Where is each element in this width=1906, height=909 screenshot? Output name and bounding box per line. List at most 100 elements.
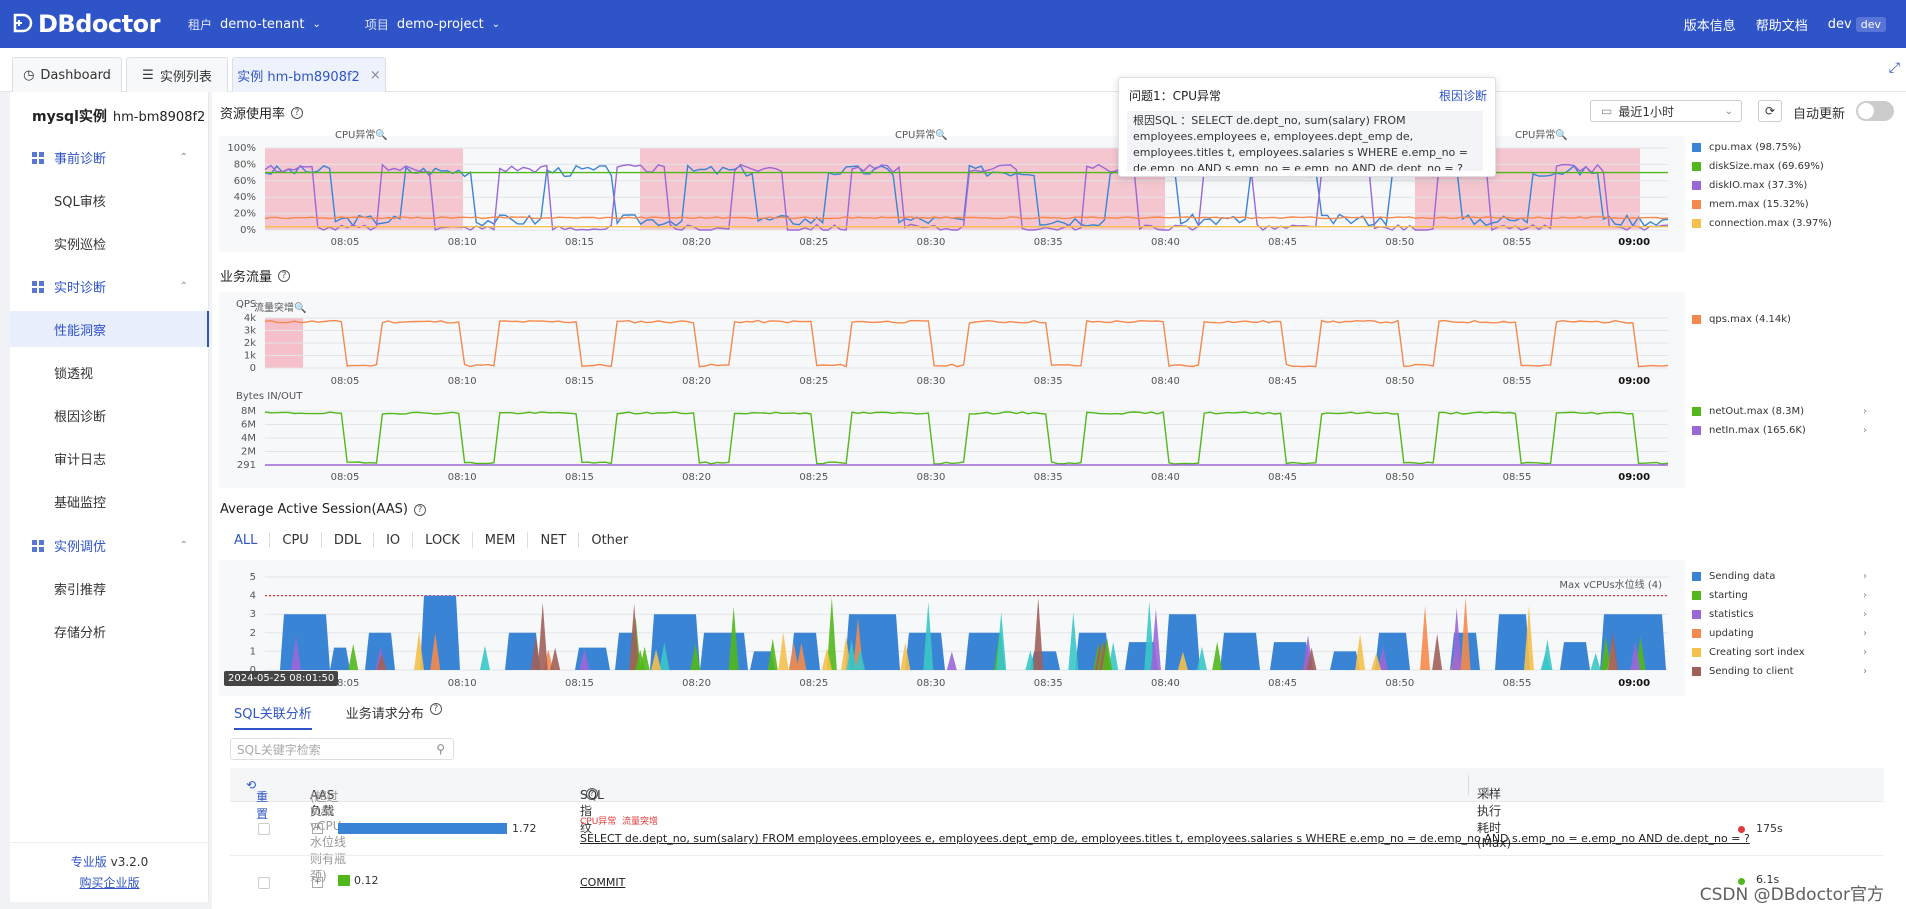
timestamp-badge: 2024-05-25 08:01:50 bbox=[224, 671, 339, 686]
table-row[interactable]: + 1.72 CPU异常 流量突增 SELECT de.dept_no, sum… bbox=[230, 802, 1884, 856]
version-label: v3.2.0 bbox=[110, 855, 149, 869]
logo-icon bbox=[13, 13, 33, 33]
sql-search-input[interactable]: SQL关键字检索 ⚲ bbox=[230, 738, 454, 760]
sidebar-item-index[interactable]: 索引推荐 bbox=[10, 570, 209, 606]
edition-label: 专业版 bbox=[70, 855, 107, 869]
grid-icon bbox=[32, 151, 44, 164]
help-icon[interactable]: ? bbox=[429, 703, 442, 715]
legend-item-diskio[interactable]: diskIO.max (37.3%) bbox=[1692, 176, 1867, 195]
sql-fingerprint-link[interactable]: COMMIT bbox=[580, 876, 626, 889]
group-label: 实例调优 bbox=[54, 540, 107, 555]
legend-item-sending-client[interactable]: Sending to client › bbox=[1692, 662, 1867, 681]
table-row[interactable]: + 0.12 COMMIT 6.1s bbox=[230, 856, 1884, 909]
sidebar-item-audit[interactable]: 审计日志 bbox=[10, 440, 209, 476]
help-icon[interactable]: ? bbox=[278, 269, 291, 282]
aas-tab-ddl[interactable]: DDL bbox=[322, 532, 375, 548]
aas-tab-cpu[interactable]: CPU bbox=[270, 532, 322, 548]
project-select[interactable]: 项目 demo-project ⌄ bbox=[365, 16, 500, 33]
legend-item-qps[interactable]: qps.max (4.14k) bbox=[1692, 310, 1867, 329]
help-icon[interactable]: ? bbox=[586, 788, 598, 800]
sql-tabs: SQL关联分析 业务请求分布? bbox=[234, 703, 442, 730]
tab-label: 业务请求分布 bbox=[345, 707, 424, 722]
legend-item-connection[interactable]: connection.max (3.97%) bbox=[1692, 214, 1867, 233]
chevron-up-icon: ⌃ bbox=[179, 540, 188, 551]
legend-label: mem.max (15.32%) bbox=[1709, 199, 1809, 210]
legend-item-sending-data[interactable]: Sending data › bbox=[1692, 567, 1867, 586]
time-range-select[interactable]: ▭ 最近1小时 ⌄ bbox=[1590, 100, 1742, 122]
aas-tab-io[interactable]: IO bbox=[374, 532, 414, 548]
traffic-chart-bg bbox=[219, 292, 1685, 488]
expand-icon[interactable]: + bbox=[312, 823, 323, 834]
tab-dashboard[interactable]: ◷ Dashboard bbox=[12, 57, 122, 92]
sidebar-item-lock[interactable]: 锁透视 bbox=[10, 354, 209, 390]
legend-label: cpu.max (98.75%) bbox=[1709, 142, 1802, 153]
legend-label: diskIO.max (37.3%) bbox=[1709, 180, 1808, 191]
sidebar-item-monitor[interactable]: 基础监控 bbox=[10, 483, 209, 519]
legend-swatch bbox=[1692, 181, 1701, 190]
col-time[interactable]: 采样执行耗时 (Max) ⇅ bbox=[1468, 775, 1511, 850]
chevron-right-icon: › bbox=[1863, 425, 1867, 436]
tab-instance-list[interactable]: ☰ 实例列表 bbox=[126, 57, 228, 92]
aas-tab-net[interactable]: NET bbox=[528, 532, 580, 548]
legend-item-netin[interactable]: netIn.max (165.6K) › bbox=[1692, 421, 1867, 440]
tenant-select[interactable]: 租户 demo-tenant ⌄ bbox=[188, 16, 321, 33]
auto-refresh-toggle[interactable] bbox=[1856, 101, 1894, 121]
sidebar-group-tuning[interactable]: 实例调优 ⌃ bbox=[32, 536, 202, 555]
refresh-button[interactable]: ⟳ bbox=[1758, 100, 1782, 122]
user-menu[interactable]: dev dev bbox=[1828, 16, 1886, 32]
legend-label: statistics bbox=[1709, 609, 1754, 620]
section-title-text: 业务流量 bbox=[220, 270, 273, 285]
legend-item-starting[interactable]: starting › bbox=[1692, 586, 1867, 605]
chevron-up-icon: ⌃ bbox=[179, 281, 188, 292]
legend-item-cpu[interactable]: cpu.max (98.75%) bbox=[1692, 138, 1867, 157]
legend-label: starting bbox=[1709, 590, 1748, 601]
tab-request-dist[interactable]: 业务请求分布? bbox=[346, 703, 442, 730]
reset-button[interactable]: ⟲ 重置 bbox=[246, 778, 269, 821]
top-bar: DBdoctor 租户 demo-tenant ⌄ 项目 demo-projec… bbox=[0, 0, 1906, 48]
legend-swatch bbox=[1692, 407, 1701, 416]
group-label: 事前诊断 bbox=[54, 152, 107, 167]
tab-instance[interactable]: 实例 hm-bm8908f2 × bbox=[232, 57, 386, 92]
row-checkbox[interactable] bbox=[258, 823, 270, 835]
legend-item-updating[interactable]: updating › bbox=[1692, 624, 1867, 643]
root-cause-link[interactable]: 根因诊断 bbox=[1438, 89, 1487, 103]
legend-item-disksize[interactable]: diskSize.max (69.69%) bbox=[1692, 157, 1867, 176]
section-title-text: Average Active Session(AAS) bbox=[220, 502, 409, 517]
tooltip-body: 根因SQL ：SELECT de.dept_no, sum(salary) FR… bbox=[1127, 111, 1483, 171]
legend-label: netIn.max (165.6K) bbox=[1709, 425, 1806, 436]
legend-swatch bbox=[1692, 610, 1701, 619]
sidebar-group-realtime[interactable]: 实时诊断 ⌃ bbox=[32, 277, 202, 296]
sidebar-item-sql-review[interactable]: SQL审核 bbox=[10, 182, 209, 218]
help-icon[interactable]: ? bbox=[414, 503, 427, 516]
aas-tab-mem[interactable]: MEM bbox=[473, 532, 529, 548]
legend-swatch bbox=[1692, 629, 1701, 638]
legend-item-statistics[interactable]: statistics › bbox=[1692, 605, 1867, 624]
legend-item-mem[interactable]: mem.max (15.32%) bbox=[1692, 195, 1867, 214]
sql-fingerprint-link[interactable]: SELECT de.dept_no, sum(salary) FROM empl… bbox=[580, 832, 1750, 845]
help-icon[interactable]: ? bbox=[291, 106, 304, 119]
item-label: 审计日志 bbox=[54, 452, 107, 468]
help-docs-link[interactable]: 帮助文档 bbox=[1755, 18, 1808, 34]
legend-item-creating-sort[interactable]: Creating sort index › bbox=[1692, 643, 1867, 662]
legend-item-netout[interactable]: netOut.max (8.3M) › bbox=[1692, 402, 1867, 421]
logo[interactable]: DBdoctor bbox=[12, 10, 172, 38]
tooltip-title: 问题1：CPU异常 bbox=[1129, 89, 1222, 103]
tab-label: Dashboard bbox=[40, 67, 111, 83]
version-info-link[interactable]: 版本信息 bbox=[1683, 18, 1736, 34]
aas-tab-other[interactable]: Other bbox=[591, 532, 629, 548]
aas-tab-all[interactable]: ALL bbox=[222, 532, 271, 548]
sidebar-item-performance[interactable]: 性能洞察 bbox=[10, 311, 209, 347]
sidebar-item-storage[interactable]: 存储分析 bbox=[10, 613, 209, 649]
expand-icon[interactable]: + bbox=[312, 877, 323, 888]
row-checkbox[interactable] bbox=[258, 877, 270, 889]
reset-label: 重置 bbox=[256, 790, 269, 821]
legend-label: connection.max (3.97%) bbox=[1709, 218, 1832, 229]
sidebar-item-inspection[interactable]: 实例巡检 bbox=[10, 225, 209, 261]
aas-tab-lock[interactable]: LOCK bbox=[413, 532, 473, 548]
sidebar-group-pre[interactable]: 事前诊断 ⌃ bbox=[32, 148, 202, 167]
fullscreen-icon[interactable]: ⤢ bbox=[1888, 60, 1900, 76]
tab-sql-analysis[interactable]: SQL关联分析 bbox=[234, 703, 312, 730]
close-icon[interactable]: × bbox=[369, 67, 381, 83]
buy-enterprise-link[interactable]: 购买企业版 bbox=[79, 876, 140, 890]
sidebar-item-rootcause[interactable]: 根因诊断 bbox=[10, 397, 209, 433]
